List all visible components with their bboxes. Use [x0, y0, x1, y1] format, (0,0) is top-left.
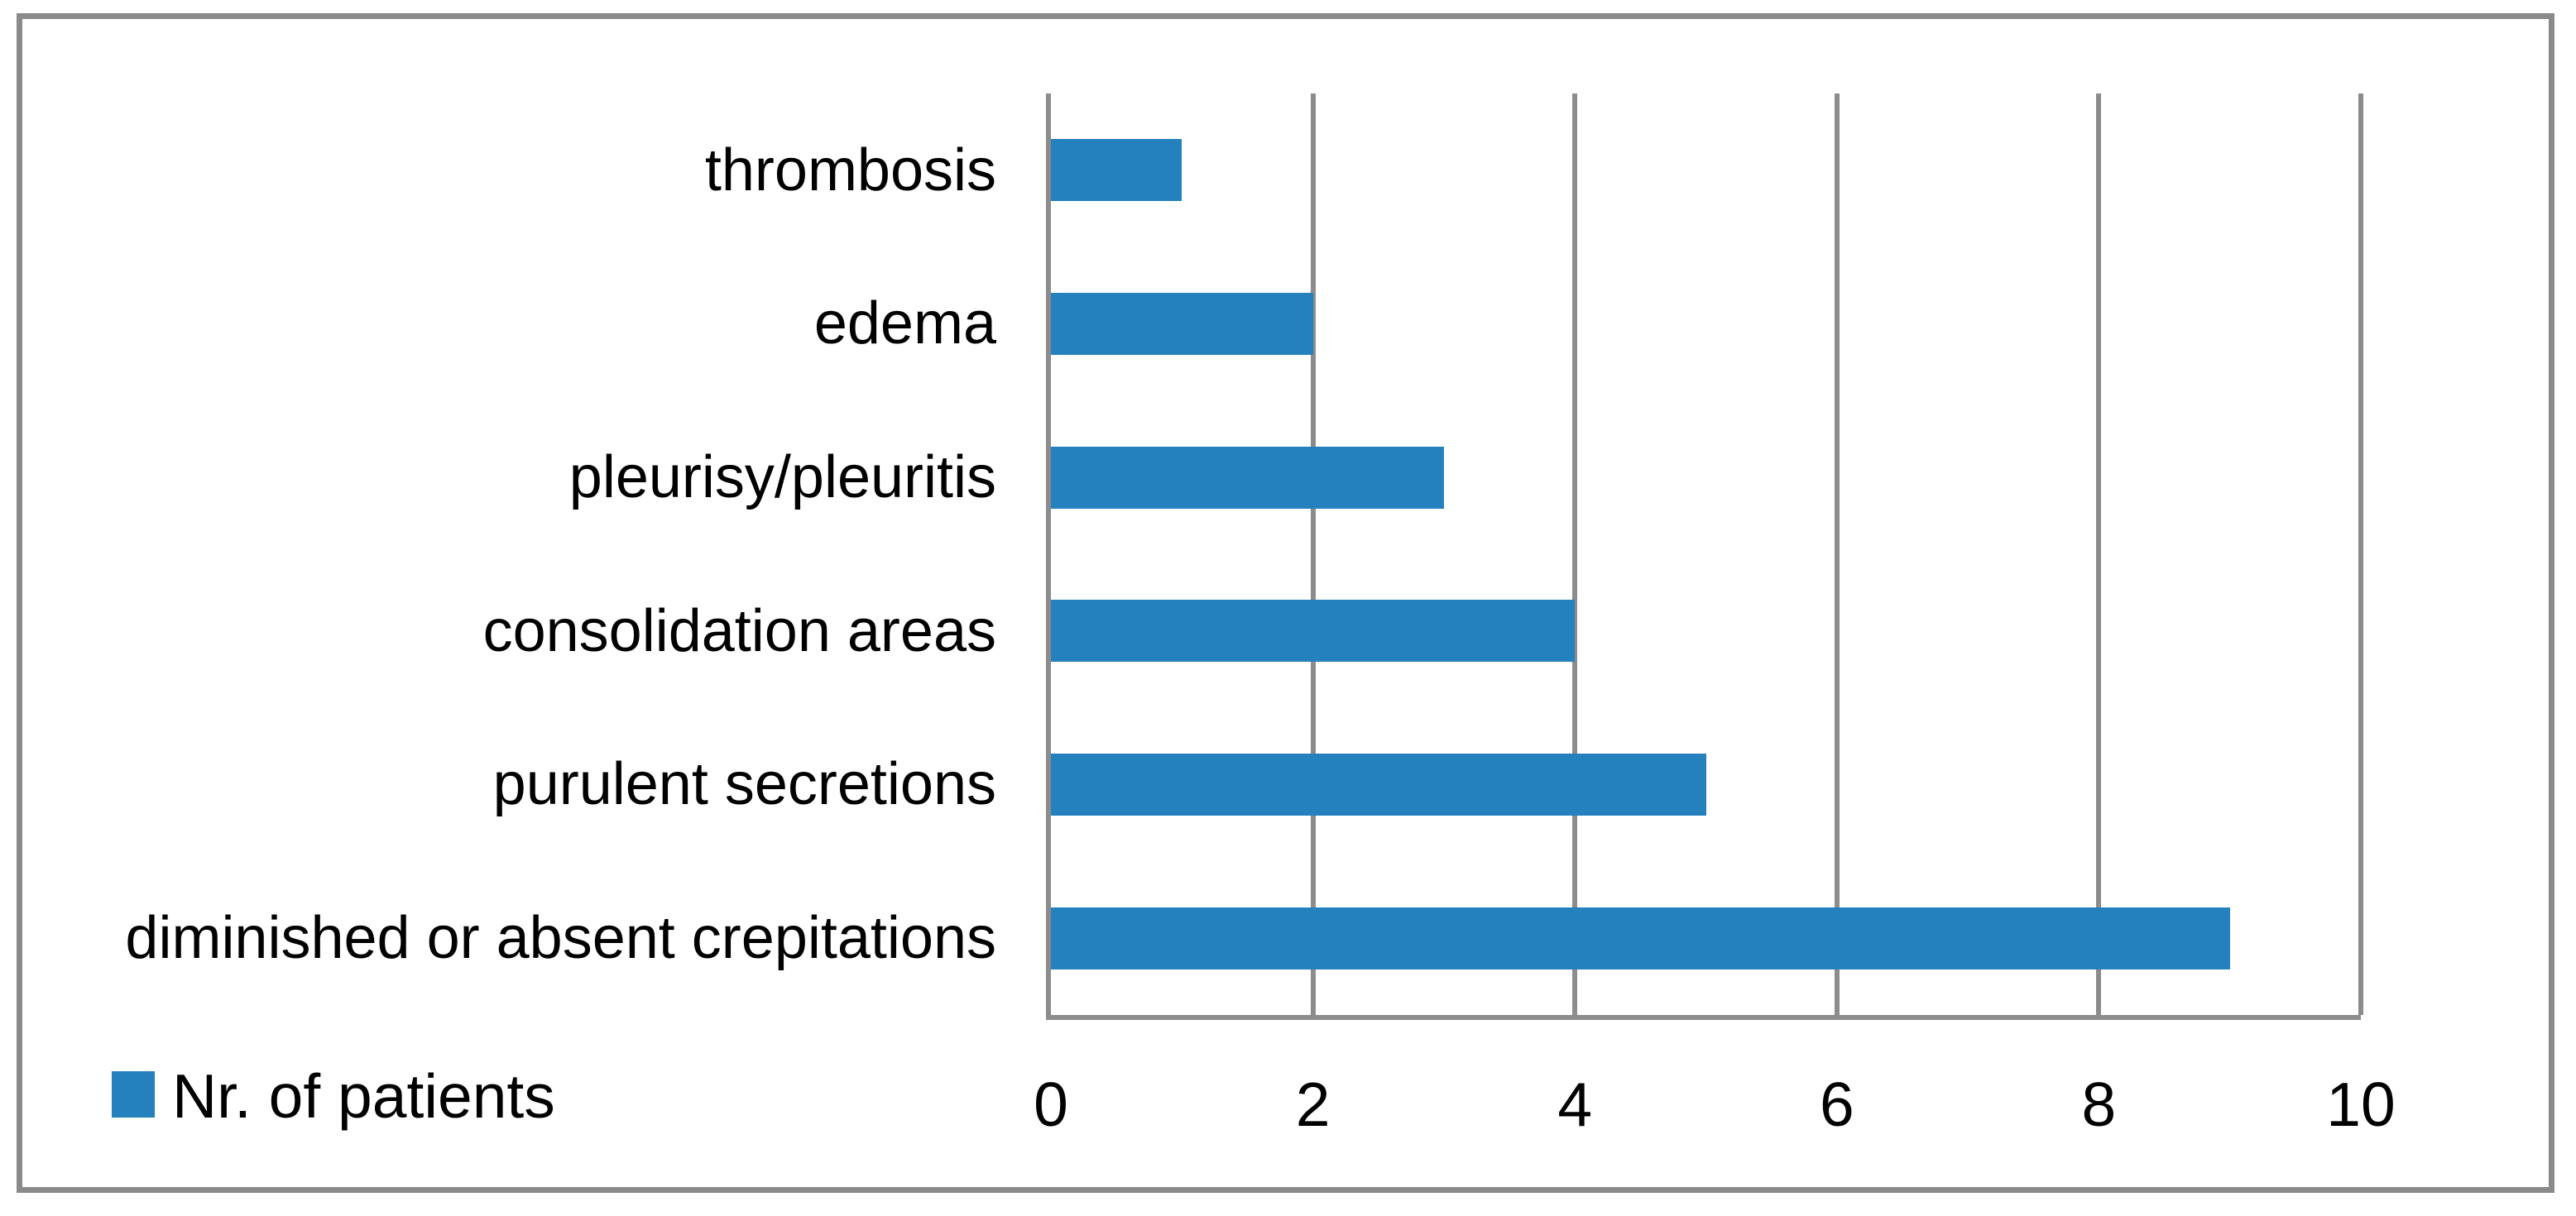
x-tick-label-8: 8: [2081, 1070, 2117, 1139]
bar-consolidation-areas: [1051, 600, 1576, 663]
category-label-pleurisy-pleuritis: pleurisy/pleuritis: [568, 444, 996, 511]
gridline-x-6: [1834, 93, 1840, 1015]
bar-edema: [1051, 293, 1313, 355]
x-axis-tick-labels: 0 2 4 6 8 10: [1034, 1070, 2396, 1139]
x-tick-label-0: 0: [1034, 1070, 1068, 1139]
category-label-edema: edema: [813, 290, 996, 357]
gridline-x-10: [2358, 93, 2363, 1015]
gridline-x-4: [1572, 93, 1578, 1015]
category-label-purulent-secretions: purulent secretions: [492, 751, 996, 818]
bar-thrombosis: [1051, 139, 1182, 202]
legend-label: Nr. of patients: [172, 1061, 555, 1131]
plot-area: [1046, 93, 2363, 1020]
bar-purulent-secretions: [1051, 754, 1706, 816]
bar-pleurisy-pleuritis: [1051, 446, 1444, 509]
gridline-x-8: [2096, 93, 2102, 1015]
x-tick-label-6: 6: [1819, 1070, 1854, 1139]
x-tick-label-2: 2: [1295, 1070, 1331, 1139]
category-label-consolidation-areas: consolidation areas: [482, 597, 996, 664]
x-tick-label-4: 4: [1557, 1070, 1593, 1139]
bar-diminished-or-absent-crepitations: [1051, 907, 2230, 969]
category-label-diminished-or-absent-crepitations: diminished or absent crepitations: [125, 905, 996, 972]
category-label-thrombosis: thrombosis: [704, 136, 996, 203]
x-tick-label-10: 10: [2326, 1070, 2396, 1139]
gridline-x-2: [1310, 93, 1316, 1015]
legend: Nr. of patients: [112, 1061, 555, 1131]
legend-swatch: [112, 1071, 155, 1118]
